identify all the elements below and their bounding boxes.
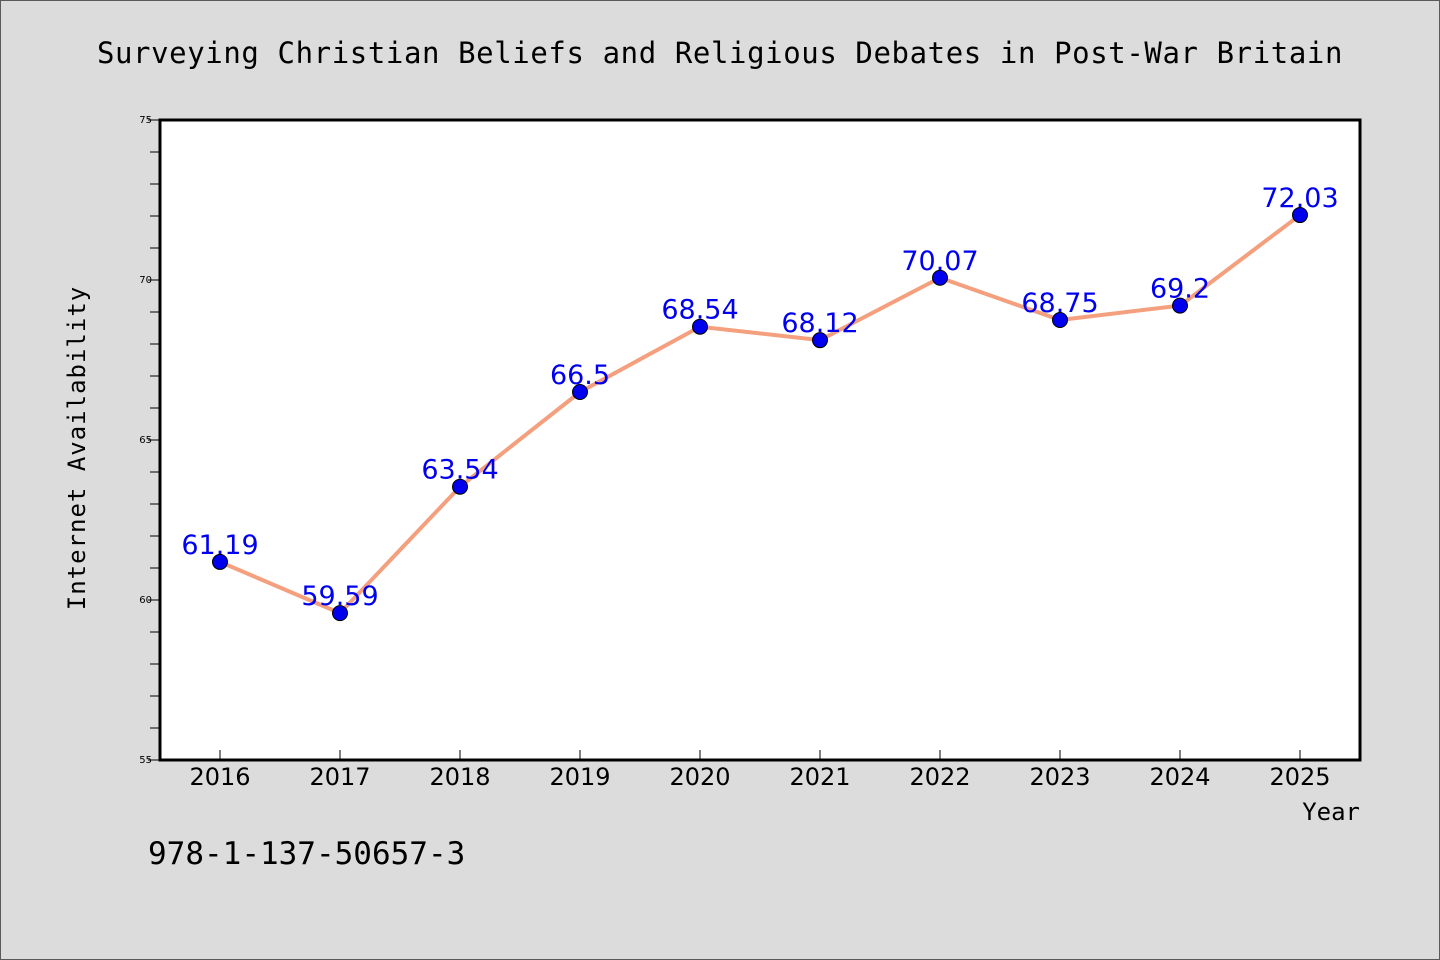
y-tick-label: 65 [139, 435, 152, 446]
data-label: 61.19 [181, 530, 258, 561]
data-label: 63.54 [421, 455, 498, 486]
x-tick-label: 2018 [429, 763, 490, 791]
data-point [932, 269, 948, 286]
series-line [218, 213, 1302, 616]
data-label: 70.07 [901, 246, 978, 277]
data-label: 68.54 [661, 295, 738, 326]
data-label: 69.2 [1150, 274, 1210, 305]
data-point [692, 318, 708, 335]
chart-title: Surveying Christian Beliefs and Religiou… [97, 36, 1343, 70]
x-tick-label: 2022 [909, 763, 970, 791]
x-axis: 2016 2017 2018 2019 2020 2021 2022 2023 2024 2025 [189, 750, 1331, 791]
series-internet-availability: 61.19 59.59 63.54 66.5 68.54 68.12 70.07 68.75 6… [181, 183, 1339, 622]
data-label: 68.75 [1021, 288, 1098, 319]
data-label: 72.03 [1261, 183, 1338, 214]
data-point [332, 605, 348, 622]
x-tick-label: 2021 [789, 763, 850, 791]
isbn-annotation: 978-1-137-50657-3 [148, 836, 465, 872]
data-point [1052, 312, 1068, 328]
data-point [1292, 207, 1308, 224]
data-point [572, 384, 588, 400]
y-tick-label: 55 [139, 755, 152, 766]
data-point [452, 478, 468, 495]
x-tick-label: 2024 [1149, 763, 1210, 791]
y-axis: 55 60 65 70 75 [139, 115, 160, 766]
data-label: 59.59 [301, 581, 378, 612]
y-axis-label: Internet Availability [63, 286, 91, 610]
y-tick-label: 75 [139, 115, 152, 126]
data-label: 66.5 [550, 360, 610, 391]
x-tick-label: 2023 [1029, 763, 1090, 791]
y-tick-label: 70 [139, 275, 152, 286]
x-tick-label: 2019 [549, 763, 610, 791]
y-tick-label: 60 [139, 595, 152, 606]
x-axis-label: Year [1302, 798, 1360, 826]
data-point [812, 332, 828, 349]
data-point [1172, 297, 1188, 314]
data-label: 68.12 [781, 308, 858, 339]
x-tick-label: 2025 [1269, 763, 1330, 791]
data-point [212, 553, 228, 570]
x-tick-label: 2017 [309, 763, 370, 791]
plot-area [158, 118, 1362, 762]
x-tick-label: 2020 [669, 763, 730, 791]
x-tick-label: 2016 [189, 763, 250, 791]
